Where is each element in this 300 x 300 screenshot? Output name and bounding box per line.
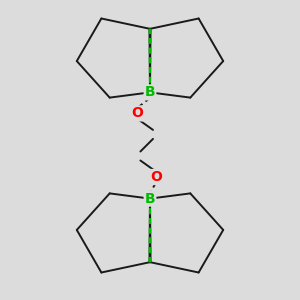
Text: O: O	[131, 106, 143, 120]
Text: B: B	[145, 192, 155, 206]
Text: B: B	[145, 85, 155, 99]
Text: O: O	[150, 170, 162, 184]
